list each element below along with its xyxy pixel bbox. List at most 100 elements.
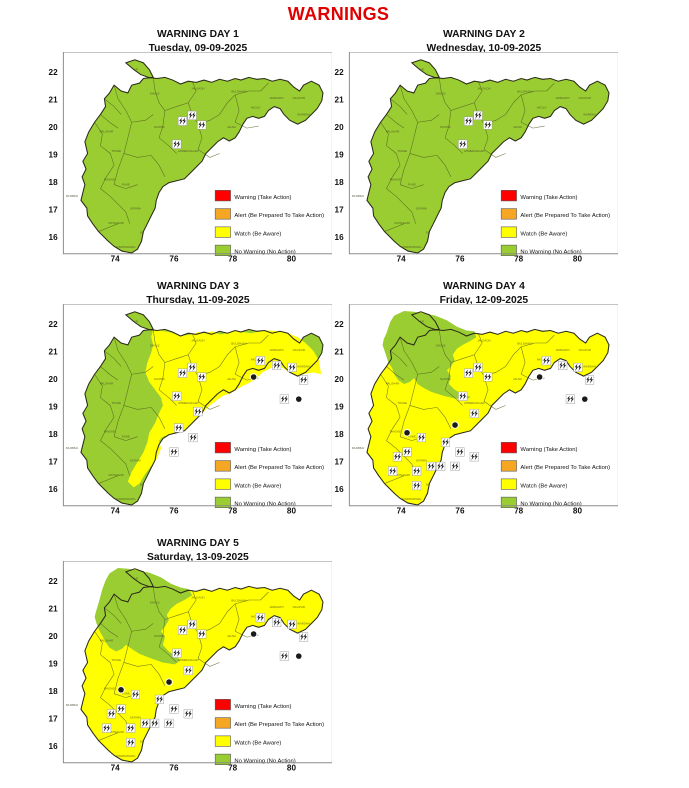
svg-text:Alert (Be Prepared To Take Act: Alert (Be Prepared To Take Action) [234, 722, 324, 728]
svg-text:19: 19 [335, 403, 345, 412]
svg-text:21: 21 [335, 96, 345, 105]
svg-text:JALGAON: JALGAON [477, 338, 490, 342]
svg-text:Watch (Be Aware): Watch (Be Aware) [234, 483, 281, 489]
svg-text:20: 20 [335, 123, 345, 132]
svg-text:17: 17 [49, 457, 59, 466]
svg-text:JALNA: JALNA [227, 377, 236, 381]
svg-text:74: 74 [397, 254, 407, 263]
svg-text:NAGPUR: NAGPUR [579, 348, 591, 352]
svg-text:WARDHA: WARDHA [297, 112, 310, 116]
svg-text:AMRAVATI: AMRAVATI [270, 96, 284, 100]
svg-text:21: 21 [49, 96, 59, 105]
svg-text:NAGPUR: NAGPUR [293, 96, 305, 100]
svg-text:DHULE: DHULE [436, 343, 446, 347]
svg-text:22: 22 [335, 68, 345, 77]
svg-text:22: 22 [49, 577, 59, 586]
svg-text:AHMEDNAGAR: AHMEDNAGAR [178, 658, 199, 662]
svg-text:22: 22 [49, 68, 59, 77]
svg-text:Alert (Be Prepared To Take Act: Alert (Be Prepared To Take Action) [520, 465, 610, 471]
svg-text:19: 19 [49, 660, 59, 669]
svg-text:NASHIK: NASHIK [440, 125, 451, 129]
svg-text:NAGPUR: NAGPUR [579, 96, 591, 100]
svg-text:No Warning (No Action): No Warning (No Action) [234, 759, 295, 765]
svg-text:BULDHANA: BULDHANA [517, 341, 533, 345]
svg-text:MUMBAI: MUMBAI [66, 446, 78, 450]
svg-text:20: 20 [49, 375, 59, 384]
svg-text:RATNAGIRI: RATNAGIRI [394, 221, 410, 225]
svg-text:JALGAON: JALGAON [191, 338, 204, 342]
svg-text:DHULE: DHULE [150, 600, 160, 604]
svg-text:RAIGAD: RAIGAD [390, 430, 401, 434]
svg-text:80: 80 [573, 254, 583, 263]
svg-text:NASHIK: NASHIK [154, 125, 165, 129]
svg-text:SINDHUDURG: SINDHUDURG [116, 497, 136, 501]
svg-text:SATARA: SATARA [416, 207, 427, 211]
svg-text:MUMBAI: MUMBAI [66, 194, 78, 198]
svg-text:74: 74 [111, 506, 121, 515]
svg-text:17: 17 [49, 714, 59, 723]
svg-text:NAGPUR: NAGPUR [293, 605, 305, 609]
svg-text:AHMEDNAGAR: AHMEDNAGAR [178, 401, 199, 405]
svg-text:No Warning (No Action): No Warning (No Action) [520, 250, 581, 256]
svg-text:21: 21 [49, 348, 59, 357]
svg-text:MUMBAI: MUMBAI [352, 194, 364, 198]
svg-text:Warning (Take Action): Warning (Take Action) [234, 704, 291, 710]
svg-text:BULDHANA: BULDHANA [231, 341, 247, 345]
svg-text:BULDHANA: BULDHANA [231, 89, 247, 93]
svg-text:76: 76 [169, 763, 179, 772]
svg-text:74: 74 [111, 763, 121, 772]
svg-text:PALGHAR: PALGHAR [386, 130, 400, 134]
svg-text:76: 76 [169, 254, 179, 263]
svg-text:16: 16 [335, 233, 345, 242]
svg-text:WARDHA: WARDHA [583, 364, 596, 368]
svg-text:RAIGAD: RAIGAD [104, 178, 115, 182]
svg-text:DHULE: DHULE [150, 91, 160, 95]
svg-text:SATARA: SATARA [130, 716, 141, 720]
svg-text:17: 17 [49, 205, 59, 214]
svg-text:AHMEDNAGAR: AHMEDNAGAR [464, 401, 485, 405]
svg-text:No Warning (No Action): No Warning (No Action) [234, 502, 295, 508]
svg-text:76: 76 [455, 506, 465, 515]
svg-text:MUMBAI: MUMBAI [352, 446, 364, 450]
svg-text:AKOLA: AKOLA [251, 106, 261, 110]
svg-text:WARDHA: WARDHA [297, 364, 310, 368]
svg-text:AHMEDNAGAR: AHMEDNAGAR [464, 149, 485, 153]
svg-text:No Warning (No Action): No Warning (No Action) [520, 502, 581, 508]
svg-text:AKOLA: AKOLA [537, 106, 547, 110]
svg-text:PALGHAR: PALGHAR [100, 382, 114, 386]
svg-text:JALGAON: JALGAON [477, 86, 490, 90]
svg-text:JALNA: JALNA [513, 125, 522, 129]
svg-text:NAGPUR: NAGPUR [293, 348, 305, 352]
svg-text:DHULE: DHULE [150, 343, 160, 347]
svg-text:Watch (Be Aware): Watch (Be Aware) [520, 231, 567, 237]
svg-text:19: 19 [49, 151, 59, 160]
svg-text:74: 74 [397, 506, 407, 515]
svg-text:21: 21 [49, 605, 59, 614]
svg-text:RAIGAD: RAIGAD [390, 178, 401, 182]
svg-text:SATARA: SATARA [130, 207, 141, 211]
svg-text:PALGHAR: PALGHAR [386, 382, 400, 386]
svg-text:18: 18 [335, 178, 345, 187]
svg-text:AMRAVATI: AMRAVATI [556, 96, 570, 100]
svg-text:AMRAVATI: AMRAVATI [270, 348, 284, 352]
svg-text:WARDHA: WARDHA [297, 621, 310, 625]
svg-text:74: 74 [111, 254, 121, 263]
svg-text:JALGAON: JALGAON [191, 595, 204, 599]
svg-text:22: 22 [335, 320, 345, 329]
svg-text:MUMBAI: MUMBAI [66, 703, 78, 707]
svg-text:WARDHA: WARDHA [583, 112, 596, 116]
svg-text:Warning (Take Action): Warning (Take Action) [234, 447, 291, 453]
svg-text:21: 21 [335, 348, 345, 357]
svg-text:Alert (Be Prepared To Take Act: Alert (Be Prepared To Take Action) [234, 465, 324, 471]
svg-text:16: 16 [49, 233, 59, 242]
svg-text:THANE: THANE [111, 149, 121, 153]
svg-text:Alert (Be Prepared To Take Act: Alert (Be Prepared To Take Action) [520, 213, 610, 219]
svg-text:BULDHANA: BULDHANA [231, 598, 247, 602]
svg-text:Warning (Take Action): Warning (Take Action) [520, 195, 577, 201]
svg-text:Watch (Be Aware): Watch (Be Aware) [520, 483, 567, 489]
svg-text:THANE: THANE [111, 401, 121, 405]
svg-text:RAIGAD: RAIGAD [104, 430, 115, 434]
svg-text:80: 80 [287, 506, 297, 515]
svg-text:16: 16 [335, 485, 345, 494]
svg-text:19: 19 [49, 403, 59, 412]
